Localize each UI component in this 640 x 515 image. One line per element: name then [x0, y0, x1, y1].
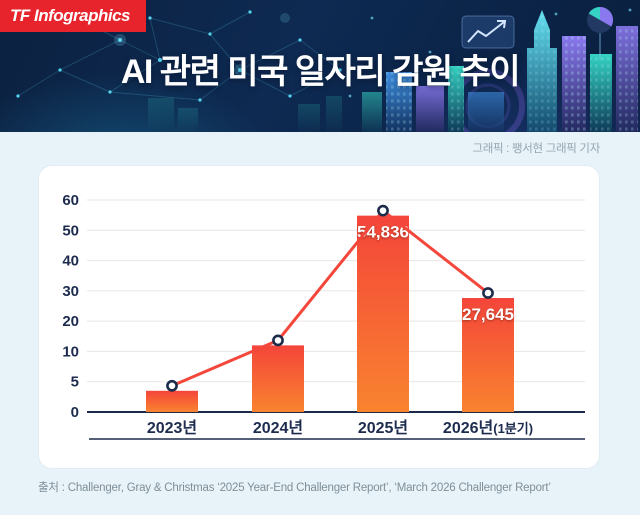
- bar-2024년: [252, 345, 304, 412]
- chart-card: 0 5 10 20 30 40 50 60 54,836 27,645 2023년 2024년 2025…: [38, 165, 600, 469]
- y-tick-label: 20: [62, 313, 79, 330]
- bar-value-label: 27,645: [462, 305, 514, 324]
- y-tick-label: 0: [71, 404, 79, 421]
- logo-badge: TF Infographics: [0, 0, 146, 32]
- y-tick-label: 10: [62, 343, 79, 360]
- data-point-marker: [166, 379, 178, 392]
- line-chart-icon: [461, 15, 515, 49]
- city-silhouette: [148, 96, 342, 132]
- bar-2023년: [146, 390, 198, 412]
- source-note: 출처 : Challenger, Gray & Christmas ‘2025 …: [38, 482, 551, 494]
- pie-chart-balloon-icon: [587, 6, 614, 60]
- data-point-marker: [377, 204, 389, 217]
- x-axis-labels: 2023년 2024년 2025년 2026년(1분기): [147, 418, 533, 437]
- header-banner: TF Infographics AI 관련 미국 일자리 감원 추이: [0, 0, 640, 132]
- data-point-marker: [482, 287, 494, 299]
- bar-2026년(1분기): [462, 297, 514, 412]
- y-tick-label: 40: [62, 253, 79, 270]
- city-skyline-icon: [362, 10, 638, 132]
- y-tick-label: 60: [62, 192, 79, 209]
- x-tick-label: 2023년: [147, 418, 197, 437]
- data-point-marker: [272, 334, 284, 347]
- trend-line: [171, 209, 489, 388]
- y-tick-label: 50: [62, 222, 79, 239]
- x-tick-label: 2025년: [358, 418, 408, 437]
- page-title: AI 관련 미국 일자리 감원 추이: [120, 53, 521, 91]
- sparkle-dots: [348, 8, 632, 98]
- y-tick-label: 5: [71, 374, 79, 391]
- bar-2025년: [357, 215, 409, 412]
- header-decoration: [16, 6, 638, 132]
- x-tick-label: 2026년(1분기): [443, 418, 533, 437]
- x-tick-label: 2024년: [253, 418, 303, 437]
- graphic-credit: 그래픽 : 팽서현 그래픽 기자: [472, 143, 600, 155]
- y-tick-label: 30: [62, 283, 79, 300]
